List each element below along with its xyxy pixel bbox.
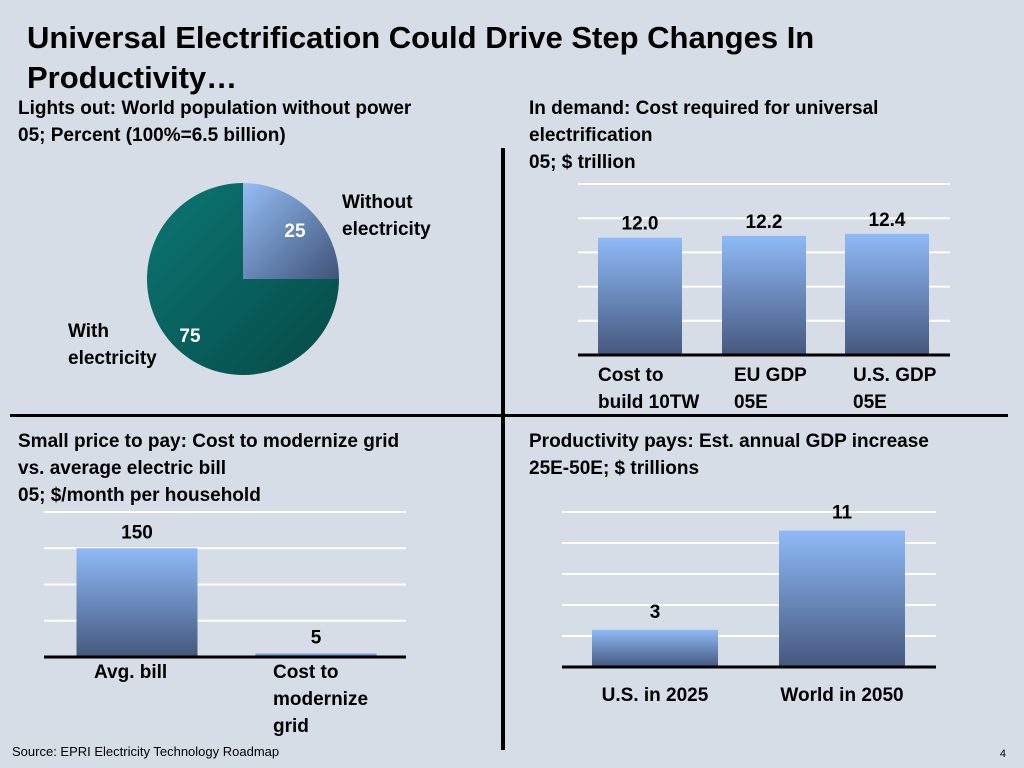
pie-label-line: With: [68, 321, 109, 342]
price-title-line: 05; $/month per household: [18, 485, 261, 506]
productivity-bar-chart: 3 U.S. in 2025 11 World in 2050: [562, 503, 936, 706]
pie-label-with: With electricity: [68, 318, 157, 372]
price-title-line: vs. average electric bill: [18, 458, 227, 479]
pie-label-line: Without: [342, 192, 413, 213]
category-label: Avg. bill: [94, 662, 167, 683]
pie-value-label: 25: [284, 221, 306, 242]
category-label: World in 2050: [780, 685, 903, 706]
category-label: EU GDP: [734, 365, 807, 386]
price-title-line: Small price to pay: Cost to modernize gr…: [18, 431, 400, 452]
vertical-divider: [501, 148, 505, 750]
demand-bar-chart: 12.0 Cost to build 10TW 12.2 EU GDP 05E 12.4 U.…: [578, 183, 950, 413]
bar-value-label: 11: [832, 503, 853, 524]
price-panel-title: Small price to pay: Cost to modernize gr…: [18, 428, 399, 509]
horizontal-divider: [10, 414, 1008, 417]
category-label: U.S. GDP: [853, 365, 937, 386]
page-number: 4: [999, 748, 1006, 760]
productivity-panel-title: Productivity pays: Est. annual GDP incre…: [529, 428, 929, 482]
category-label: Cost to: [273, 662, 338, 683]
bar-value-label: 5: [311, 627, 322, 648]
bar: [592, 629, 718, 667]
pie-title-line: 05; Percent (100%=6.5 billion): [18, 125, 286, 146]
slide-title: Universal Electrification Could Drive St…: [27, 20, 815, 95]
bar: [76, 548, 198, 657]
demand-title-line: electrification: [529, 125, 653, 146]
pie-chart: 25 75: [147, 183, 339, 375]
demand-title-line: 05; $ trillion: [529, 152, 636, 173]
bar-value-label: 150: [121, 522, 153, 543]
bar-value-label: 12.4: [869, 210, 906, 231]
category-label: U.S. in 2025: [602, 685, 709, 706]
price-bar-chart: 150 Avg. bill 5 Cost to modernize grid: [44, 511, 406, 737]
bar: [255, 653, 377, 657]
pie-slice: [243, 183, 339, 279]
bar-value-label: 3: [650, 602, 661, 623]
bar-value-label: 12.2: [746, 212, 783, 233]
demand-title-line: In demand: Cost required for universal: [529, 98, 879, 119]
pie-label-line: electricity: [342, 219, 431, 240]
productivity-title-line: 25E-50E; $ trillions: [529, 458, 700, 479]
pie-slice: [147, 183, 339, 375]
bar: [722, 235, 806, 355]
pie-value-label: 75: [179, 326, 201, 347]
bar: [845, 233, 929, 355]
category-label: 05E: [734, 392, 768, 413]
productivity-title-line: Productivity pays: Est. annual GDP incre…: [529, 431, 929, 452]
pie-label-without: Without electricity: [342, 189, 431, 243]
bar: [779, 530, 905, 667]
category-label: modernize: [273, 689, 368, 710]
pie-label-line: electricity: [68, 348, 157, 369]
pie-title-line: Lights out: World population without pow…: [18, 98, 412, 119]
category-label: grid: [273, 716, 309, 737]
category-label: build 10TW: [598, 392, 699, 413]
category-label: 05E: [853, 392, 887, 413]
bar-value-label: 12.0: [622, 214, 659, 235]
bar: [598, 237, 682, 355]
demand-panel-title: In demand: Cost required for universal e…: [529, 95, 878, 176]
source-note: Source: EPRI Electricity Technology Road…: [12, 744, 280, 759]
category-label: Cost to: [598, 365, 663, 386]
pie-panel-title: Lights out: World population without pow…: [18, 95, 411, 149]
